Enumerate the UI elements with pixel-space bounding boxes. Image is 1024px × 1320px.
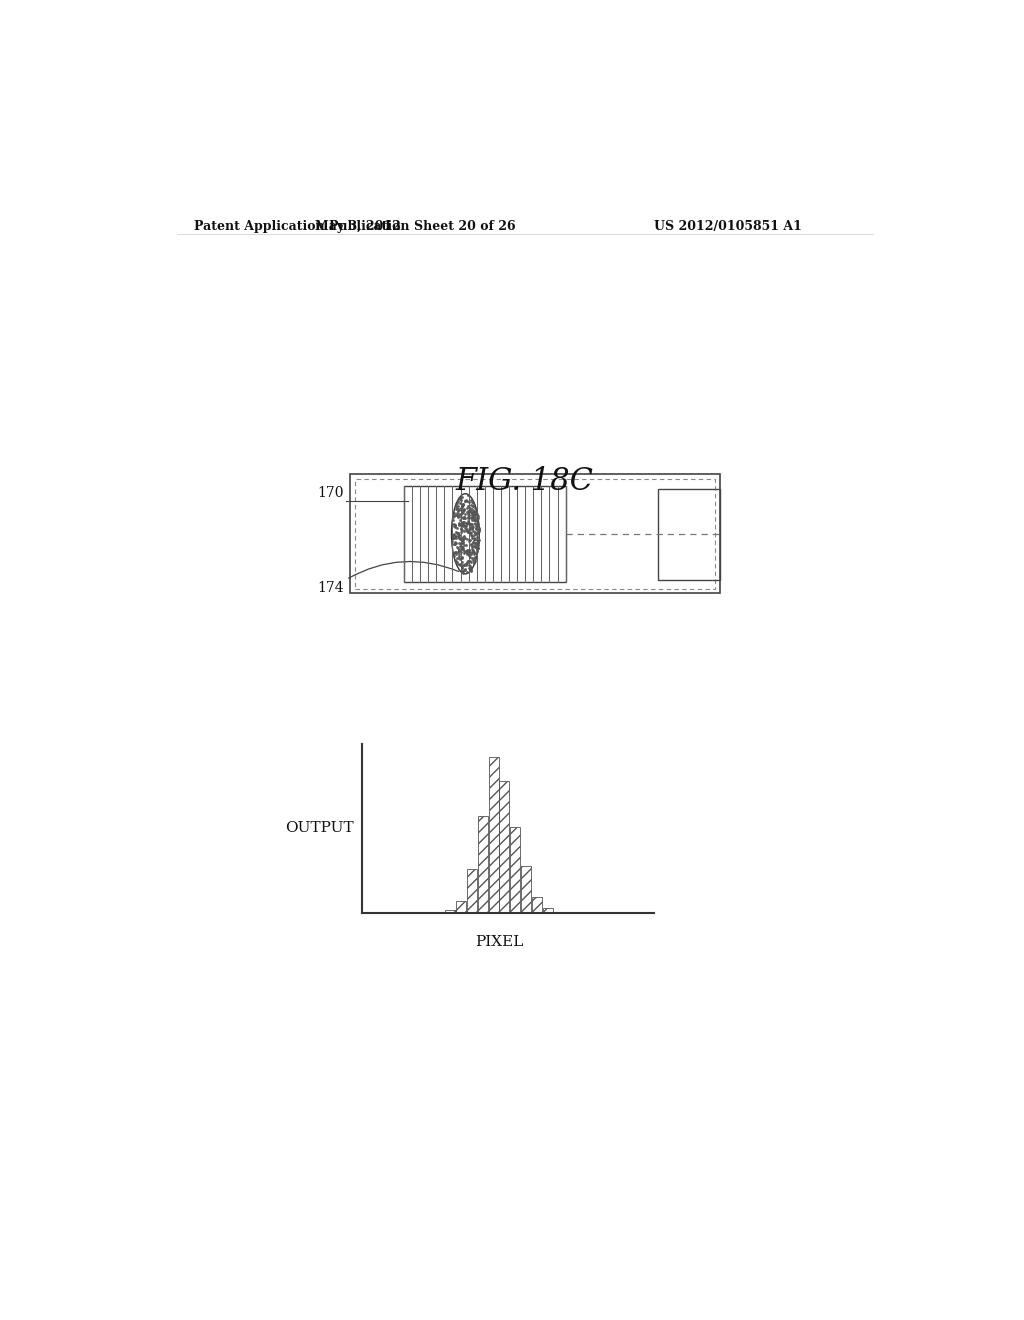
Text: PIXEL: PIXEL — [475, 935, 523, 949]
Bar — [467, 870, 477, 913]
Bar — [500, 780, 509, 913]
Text: Patent Application Publication: Patent Application Publication — [194, 220, 410, 234]
Text: OUTPUT: OUTPUT — [285, 821, 353, 836]
Text: May 3, 2012   Sheet 20 of 26: May 3, 2012 Sheet 20 of 26 — [315, 220, 516, 234]
Text: US 2012/0105851 A1: US 2012/0105851 A1 — [654, 220, 802, 234]
Bar — [510, 828, 520, 913]
Bar — [350, 474, 720, 594]
Bar — [531, 898, 542, 913]
Bar — [478, 816, 487, 913]
Bar — [403, 486, 565, 582]
Bar — [658, 488, 720, 579]
Bar — [543, 908, 553, 913]
Bar — [354, 479, 715, 589]
Bar — [488, 758, 499, 913]
Text: FIG. 18C: FIG. 18C — [456, 466, 594, 498]
Bar — [445, 909, 456, 913]
Text: 170: 170 — [317, 486, 344, 499]
Text: 174: 174 — [317, 581, 344, 595]
FancyArrowPatch shape — [348, 561, 459, 578]
Bar — [521, 866, 531, 913]
Bar — [457, 900, 466, 913]
